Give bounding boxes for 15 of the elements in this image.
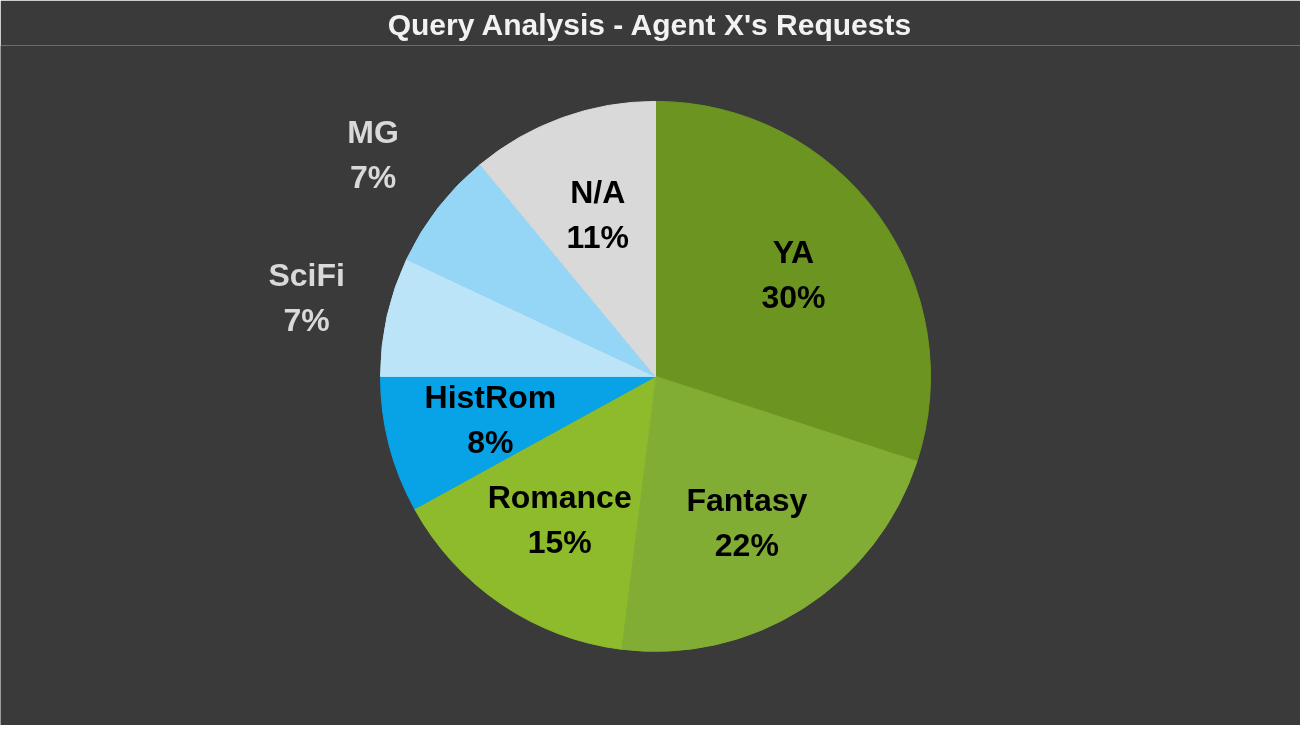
data-label: 15%: [527, 523, 592, 560]
data-label: 7%: [283, 301, 330, 338]
slice-label: Fantasy: [686, 481, 808, 518]
slice-label: N/A: [570, 173, 626, 210]
chart-title: Query Analysis - Agent X's Requests: [387, 7, 912, 41]
slice-label: MG: [347, 114, 399, 151]
slice-label: YA: [772, 234, 815, 271]
data-label: 11%: [566, 218, 629, 255]
slice-label: Romance: [487, 478, 632, 515]
data-label: 22%: [714, 526, 779, 563]
data-label: 30%: [761, 279, 826, 316]
data-label: 8%: [467, 423, 514, 460]
data-label: 7%: [349, 159, 397, 196]
slice-label: SciFi: [268, 256, 345, 293]
slice-label: HistRom: [424, 378, 557, 415]
